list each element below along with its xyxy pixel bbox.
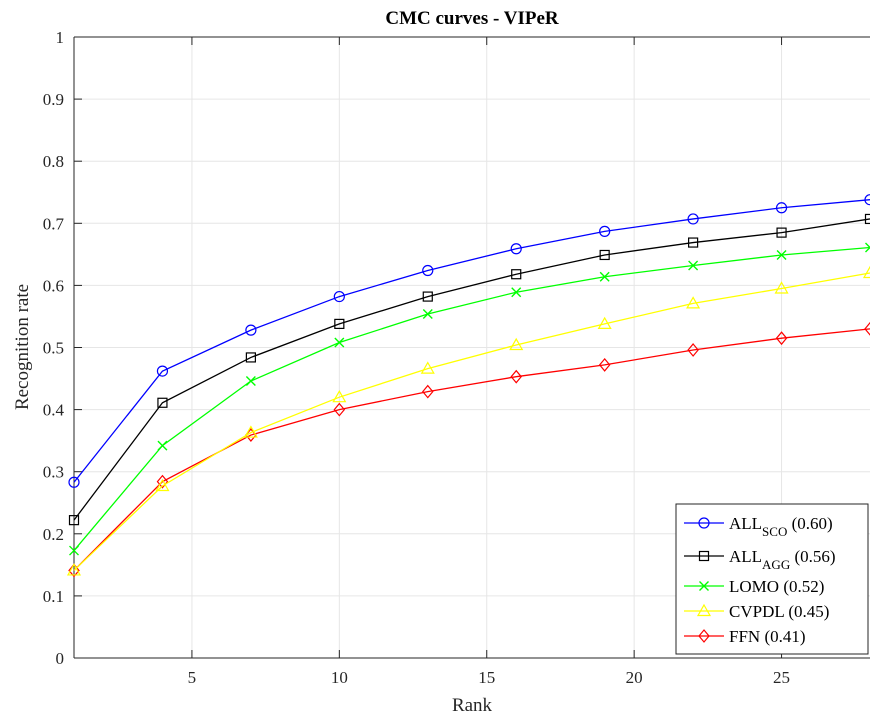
y-tick-label: 0.6 [43, 276, 64, 295]
data-point-cvpdl [332, 389, 347, 403]
data-point-all-agg [157, 397, 168, 408]
data-point-all-agg [864, 213, 870, 225]
series-line-all-sco [73, 199, 870, 483]
data-point-ffn [421, 384, 434, 399]
legend: ALLSCO (0.60) ALLAGG (0.56) LOMO (0.52) CVP… [675, 503, 869, 655]
data-point-all-sco [68, 476, 80, 488]
x-tick-label: 15 [478, 668, 495, 687]
data-point-ffn [775, 331, 788, 346]
data-point-all-agg [422, 291, 433, 302]
data-point-lomo [511, 287, 522, 298]
data-point-all-sco [775, 202, 788, 214]
y-tick-label: 1 [56, 28, 65, 47]
y-tick-label: 0.3 [43, 463, 64, 482]
y-tick-label: 0.5 [43, 339, 64, 358]
data-point-cvpdl [686, 296, 701, 309]
legend-entry-lomo: LOMO (0.52) [684, 577, 824, 596]
legend-label: LOMO (0.52) [729, 577, 824, 596]
legend-marker [698, 550, 710, 562]
y-tick-label: 0.1 [43, 587, 64, 606]
legend-entry-ffn: FFN (0.41) [684, 627, 806, 646]
y-tick-label: 0 [56, 649, 65, 668]
legend-label: FFN (0.41) [729, 627, 806, 646]
legend-entry-all-sco: ALLSCO (0.60) [684, 514, 833, 539]
data-point-lomo [865, 242, 870, 253]
data-point-cvpdl [420, 361, 435, 374]
series-line-lomo [73, 246, 870, 551]
data-point-all-sco [156, 365, 169, 377]
data-point-all-sco [333, 290, 345, 303]
data-point-cvpdl [774, 281, 789, 294]
data-point-ffn [598, 357, 611, 372]
data-point-cvpdl [862, 265, 870, 279]
data-point-cvpdl [509, 337, 524, 351]
series-line-all-agg [73, 218, 870, 521]
x-tick-label: 10 [331, 668, 348, 687]
data-point-all-agg [599, 249, 610, 261]
y-tick-label: 0.8 [43, 152, 64, 171]
x-tick-label: 20 [626, 668, 643, 687]
series-all-sco [68, 194, 870, 488]
data-point-lomo [157, 440, 168, 451]
y-tick-label: 0.7 [43, 214, 65, 233]
series-ffn [68, 321, 870, 578]
data-point-lomo [599, 271, 610, 282]
series-layer [66, 194, 870, 578]
data-point-ffn [510, 369, 523, 384]
x-tick-label: 5 [188, 668, 197, 687]
data-point-all-agg [68, 515, 80, 526]
data-point-cvpdl [597, 316, 612, 330]
x-axis-title: Rank [452, 695, 493, 716]
legend-entry-cvpdl: CVPDL (0.45) [684, 602, 829, 621]
y-tick-label: 0.4 [43, 401, 65, 420]
data-point-ffn [687, 343, 699, 357]
data-point-lomo [776, 249, 787, 260]
legend-label: ALLAGG (0.56) [729, 547, 836, 572]
series-cvpdl [66, 265, 870, 576]
data-point-cvpdl [243, 425, 258, 438]
data-point-lomo [422, 308, 433, 319]
data-point-all-sco [422, 264, 434, 277]
data-point-all-sco [864, 194, 870, 206]
data-point-lomo [69, 545, 79, 556]
data-point-ffn [68, 563, 80, 578]
legend-marker [698, 517, 710, 529]
data-point-lomo [688, 260, 699, 271]
axes: 00.10.20.30.40.50.60.70.80.915 10 15 20 25 [43, 28, 870, 687]
legend-label: ALLSCO (0.60) [729, 514, 833, 539]
y-tick-label: 0.2 [43, 525, 64, 544]
data-point-cvpdl [66, 563, 82, 576]
x-tick-label: 25 [773, 668, 790, 687]
data-point-ffn [864, 321, 870, 336]
data-point-ffn [156, 474, 169, 489]
data-point-all-agg [245, 352, 256, 363]
data-point-lomo [334, 337, 345, 348]
series-line-cvpdl [73, 272, 870, 571]
data-point-all-agg [776, 227, 787, 238]
legend-label: CVPDL (0.45) [729, 602, 829, 621]
data-point-lomo [245, 376, 256, 387]
data-point-all-agg [511, 269, 522, 280]
data-point-all-sco [687, 213, 699, 225]
legend-marker [696, 603, 712, 617]
y-tick-label: 0.9 [43, 90, 64, 109]
data-point-all-sco [245, 324, 257, 336]
chart-title: CMC curves - VIPeR [385, 8, 559, 29]
y-axis-title: Recognition rate [12, 284, 33, 410]
data-point-all-sco [510, 243, 522, 255]
legend-box [675, 503, 869, 655]
series-line-ffn [73, 328, 870, 571]
data-point-all-agg [688, 237, 699, 248]
series-lomo [69, 242, 870, 556]
series-all-agg [68, 213, 870, 526]
data-point-all-sco [599, 225, 611, 237]
data-point-cvpdl [155, 478, 170, 492]
legend-marker [699, 581, 709, 591]
data-point-all-agg [334, 318, 345, 330]
legend-marker [698, 629, 710, 643]
legend-entry-all-agg: ALLAGG (0.56) [684, 547, 836, 572]
data-point-ffn [333, 402, 346, 417]
